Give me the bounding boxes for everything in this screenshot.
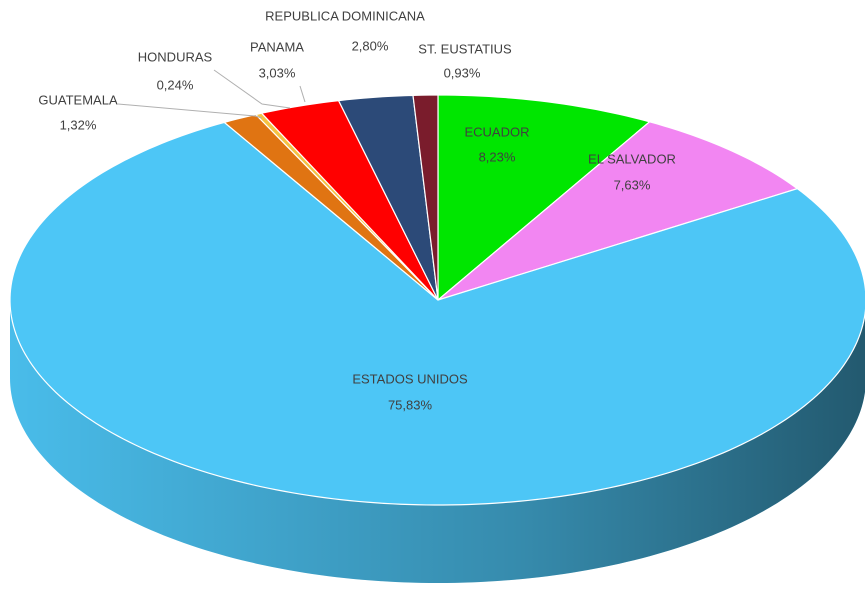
slice-side-shade xyxy=(10,300,865,583)
pie-sides xyxy=(10,300,865,583)
slice-label: ST. EUSTATIUS xyxy=(418,41,512,56)
slice-label: GUATEMALA xyxy=(38,92,118,107)
slice-value-label: 8,23% xyxy=(479,149,516,164)
slice-value-label: 2,80% xyxy=(352,38,389,53)
slice xyxy=(9,121,865,506)
slice-value-label: 0,93% xyxy=(444,65,481,80)
slice-value-label: 7,63% xyxy=(614,177,651,192)
slice-label: EL SALVADOR xyxy=(588,151,676,166)
leader-line xyxy=(213,69,291,109)
slice-label: ESTADOS UNIDOS xyxy=(352,371,468,386)
slice-value-label: 0,24% xyxy=(157,77,194,92)
slice xyxy=(260,99,439,301)
slice-value-label: 1,32% xyxy=(60,117,97,132)
pie-tops xyxy=(9,94,865,506)
slice xyxy=(337,94,439,301)
slice xyxy=(437,121,799,301)
slice xyxy=(437,94,651,302)
slice-label: ECUADOR xyxy=(464,124,529,139)
labels: ECUADOR 8,23% EL SALVADOR 7,63% ESTADOS UNID… xyxy=(38,8,676,412)
leader-line xyxy=(299,85,306,103)
slice-label: REPUBLICA DOMINICANA xyxy=(265,8,425,23)
slice-value-label: 75,83% xyxy=(388,397,433,412)
slice xyxy=(412,94,439,301)
slice-value-label: 3,03% xyxy=(259,65,296,80)
slice-label: HONDURAS xyxy=(138,49,213,64)
slice-label: PANAMA xyxy=(250,39,304,54)
slice xyxy=(223,113,439,301)
leader-line xyxy=(117,103,263,119)
